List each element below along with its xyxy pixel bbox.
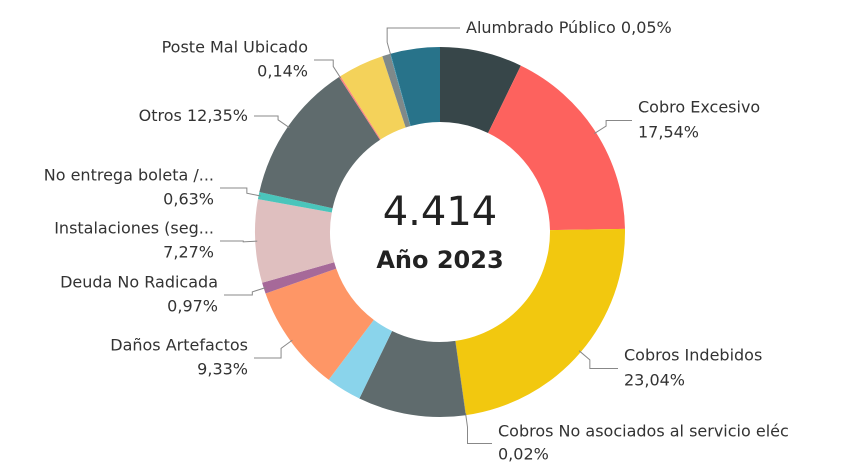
slice-name: No entrega boleta /... [44,166,214,185]
leader-line [220,240,258,243]
donut-slice [488,65,625,231]
slice-label: Otros 12,35% [139,106,248,125]
slice-value: 0,63% [163,190,214,209]
donut-slice [359,331,466,417]
slice-value: 17,54% [638,123,699,142]
donut-slice [265,268,374,380]
leader-line [578,350,618,369]
donut-slice [262,262,337,294]
donut-slice [259,76,380,209]
slice-value: 7,27% [163,243,214,262]
leader-line [220,187,261,197]
slice-label: Alumbrado Público 0,05% [466,18,672,37]
leader-line [465,413,492,444]
leader-line [224,287,266,296]
slice-name: Otros [139,106,182,125]
slice-value: 0,05% [621,18,672,37]
slice-name: Deuda No Radicada [60,273,218,292]
slice-name: Instalaciones (seg... [54,219,214,238]
leader-line [594,120,632,135]
donut-slice [257,191,333,213]
donut-slice [328,319,393,399]
donut-slice [455,340,466,416]
donut-slice [440,47,521,134]
center-subtitle: Año 2023 [376,246,503,274]
slice-value: 0,97% [167,297,218,316]
slice-value: 23,04% [624,371,685,390]
slice-value: 12,35% [187,106,248,125]
donut-slice [254,199,335,283]
slice-value: 0,02% [498,445,549,462]
slice-name: Cobros Indebidos [624,346,762,365]
donut-slice [382,53,411,128]
slice-name: Alumbrado Público [466,18,616,37]
donut-slice [390,47,440,126]
slice-name: Cobros No asociados al servicio eléc [498,422,789,441]
slice-name: Daños Artefactos [110,336,248,355]
leader-line [314,59,342,79]
leader-line [254,339,293,359]
donut-slice [339,76,381,140]
center-value: 4.414 [383,189,498,235]
slice-value: 0,14% [257,62,308,81]
donut-slice [340,56,406,140]
slice-value: 9,33% [197,360,248,379]
slice-name: Cobro Excesivo [638,98,760,117]
leader-line [386,27,460,56]
leader-line [254,115,290,129]
donut-slice [390,53,411,127]
slice-name: Poste Mal Ubicado [162,38,308,57]
donut-slice [455,228,625,416]
